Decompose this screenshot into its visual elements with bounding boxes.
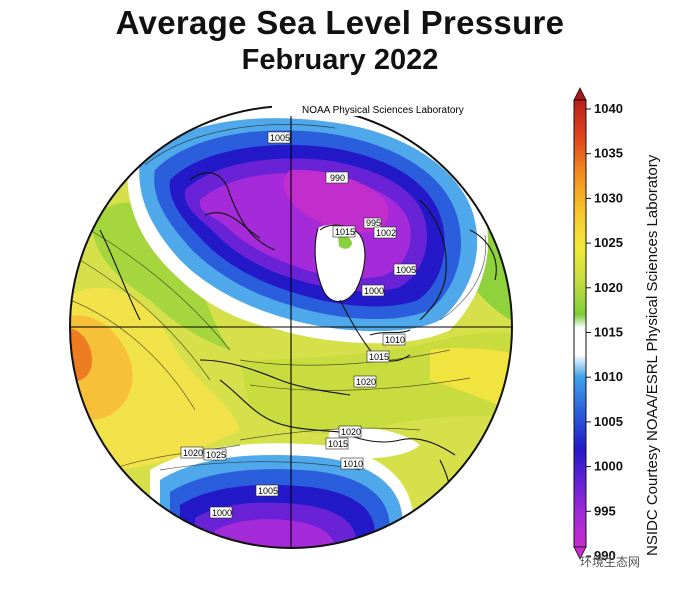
svg-text:1020: 1020 bbox=[341, 427, 361, 437]
contour-label: 1020 bbox=[338, 425, 362, 438]
colorbar-label: 1005 bbox=[594, 414, 623, 429]
colorbar-label: 1040 bbox=[594, 101, 623, 116]
contour-label: 1000 bbox=[361, 284, 385, 297]
svg-text:1000: 1000 bbox=[364, 286, 384, 296]
contour-label: 1020 bbox=[353, 375, 377, 388]
contour-label: 1010 bbox=[340, 457, 364, 470]
contour-label: 1015 bbox=[332, 225, 356, 238]
svg-text:995: 995 bbox=[366, 218, 381, 228]
contour-label: 1000 bbox=[209, 506, 233, 519]
svg-text:1010: 1010 bbox=[343, 459, 363, 469]
contour-label: 990 bbox=[325, 171, 349, 184]
contour-label: 1005 bbox=[393, 263, 417, 276]
colorbar-top-arrow bbox=[573, 87, 587, 101]
svg-text:1005: 1005 bbox=[396, 265, 416, 275]
svg-text:1002: 1002 bbox=[376, 228, 396, 238]
svg-text:1025: 1025 bbox=[206, 450, 226, 460]
map-credit: NOAA Physical Sciences Laboratory bbox=[302, 105, 464, 116]
svg-text:1005: 1005 bbox=[258, 486, 278, 496]
colorbar-label: 1000 bbox=[594, 459, 623, 474]
chart-title: Average Sea Level Pressure bbox=[115, 4, 565, 41]
colorbar-label: 1010 bbox=[594, 369, 623, 384]
contour-label: 1010 bbox=[382, 333, 406, 346]
colorbar-label: 1015 bbox=[594, 325, 623, 340]
svg-text:1015: 1015 bbox=[335, 227, 355, 237]
svg-text:1010: 1010 bbox=[385, 335, 405, 345]
contour-label: 1002 bbox=[373, 226, 397, 239]
colorbar: 1040 1035 1030 1025 1020 1015 1010 1005 1000 995 9… bbox=[573, 87, 623, 563]
svg-text:1000: 1000 bbox=[212, 508, 232, 518]
svg-text:1015: 1015 bbox=[328, 439, 348, 449]
watermark: 环境生态网 bbox=[580, 555, 641, 569]
side-credit: NSIDC Courtesy NOAA/ESRL Physical Scienc… bbox=[644, 154, 661, 556]
colorbar-label: 995 bbox=[594, 503, 616, 518]
svg-text:990: 990 bbox=[330, 173, 345, 183]
svg-text:1020: 1020 bbox=[356, 377, 376, 387]
colorbar-label: 990 bbox=[594, 548, 616, 563]
contour-label: 995 bbox=[363, 217, 382, 229]
svg-text:1005: 1005 bbox=[270, 133, 290, 143]
svg-text:1020: 1020 bbox=[183, 448, 203, 458]
pressure-field bbox=[70, 106, 512, 548]
contour-label: 1005 bbox=[267, 131, 291, 144]
colorbar-label: 1035 bbox=[594, 146, 623, 161]
map-credit-box bbox=[272, 102, 517, 116]
contour-label: 1015 bbox=[325, 437, 349, 450]
colorbar-label: 1030 bbox=[594, 190, 623, 205]
svg-text:1015: 1015 bbox=[369, 352, 389, 362]
contour-label: 1025 bbox=[203, 448, 227, 461]
contour-label: 1005 bbox=[255, 484, 279, 497]
colorbar-label: 1025 bbox=[594, 235, 623, 250]
contour-label: 1020 bbox=[180, 446, 204, 459]
colorbar-bottom-arrow bbox=[573, 546, 587, 560]
colorbar-label: 1020 bbox=[594, 280, 623, 295]
contour-label: 1015 bbox=[366, 350, 390, 363]
contour-labels: 1005 990 1015 995 1002 1005 1000 1010 10… bbox=[180, 131, 417, 519]
chart-subtitle: February 2022 bbox=[241, 44, 439, 76]
colorbar-gradient bbox=[573, 99, 587, 548]
